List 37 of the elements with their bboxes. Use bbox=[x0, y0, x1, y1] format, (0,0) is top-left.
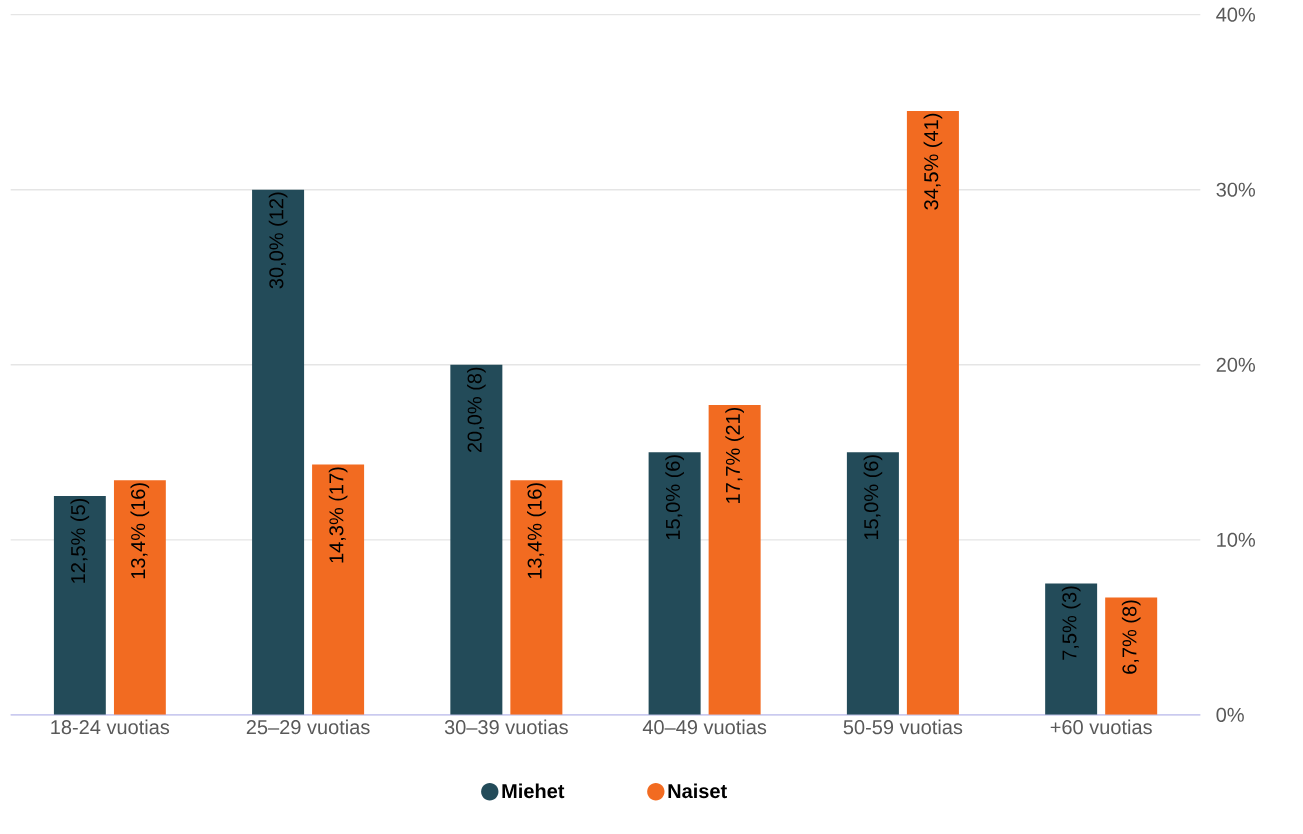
x-tick-label: 30–39 vuotias bbox=[444, 719, 568, 735]
legend-label: Naiset bbox=[668, 783, 727, 799]
data-label: 12,5% (5) bbox=[70, 499, 90, 584]
x-tick-label: 18-24 vuotias bbox=[51, 719, 170, 735]
y-tick-label: 0% bbox=[1216, 707, 1244, 723]
bar bbox=[510, 480, 563, 716]
bar bbox=[846, 452, 899, 716]
data-label: 15,0% (6) bbox=[863, 455, 883, 540]
data-label: 13,4% (16) bbox=[130, 483, 150, 579]
y-tick-label: 20% bbox=[1216, 357, 1256, 373]
data-label: 14,3% (17) bbox=[328, 467, 348, 563]
x-tick-label: 40–49 vuotias bbox=[642, 719, 767, 735]
bar bbox=[1105, 597, 1158, 716]
data-label: 34,5% (41) bbox=[923, 114, 943, 210]
bar bbox=[708, 405, 761, 716]
y-tick-label: 40% bbox=[1216, 7, 1256, 22]
bar bbox=[648, 452, 701, 716]
bar bbox=[312, 464, 365, 716]
y-tick-label: 30% bbox=[1216, 182, 1256, 198]
legend-label: Miehet bbox=[502, 783, 565, 799]
data-label: 7,5% (3) bbox=[1061, 586, 1081, 660]
data-label: 17,7% (21) bbox=[725, 408, 744, 504]
bar bbox=[113, 480, 166, 716]
x-tick-label: 50-59 vuotias bbox=[843, 719, 963, 735]
data-label: 20,0% (8) bbox=[467, 367, 486, 453]
data-label: 13,4% (16) bbox=[527, 483, 546, 579]
bar bbox=[1045, 583, 1098, 716]
bar bbox=[906, 111, 959, 716]
bar bbox=[252, 189, 305, 716]
y-tick-label: 10% bbox=[1217, 532, 1256, 548]
x-tick-label: 25–29 vuotias bbox=[246, 719, 370, 735]
bar bbox=[450, 364, 503, 716]
data-label: 15,0% (6) bbox=[665, 455, 684, 540]
x-tick-label: +60 vuotias bbox=[1050, 719, 1152, 735]
data-label: 30,0% (12) bbox=[268, 192, 288, 289]
data-label: 6,7% (8) bbox=[1121, 600, 1141, 674]
bar bbox=[53, 496, 106, 716]
